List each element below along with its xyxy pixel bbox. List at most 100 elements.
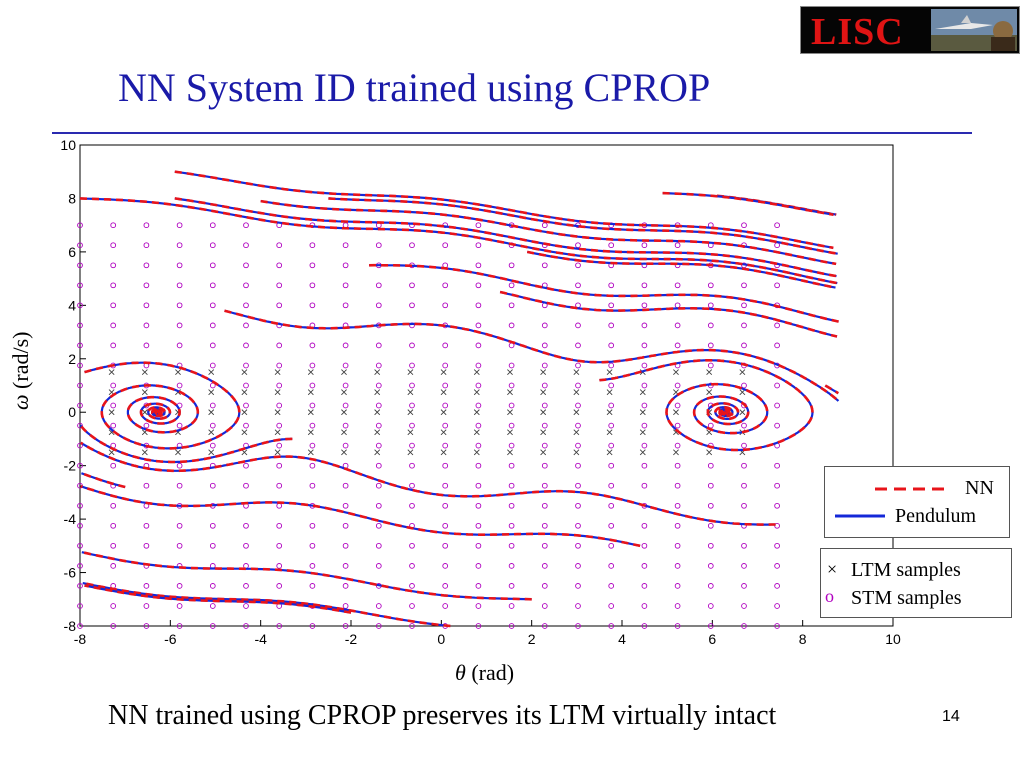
stm-sample xyxy=(641,402,648,409)
stm-sample xyxy=(375,563,382,569)
stm-sample xyxy=(442,402,449,409)
stm-sample xyxy=(375,522,382,529)
ltm-sample xyxy=(639,389,646,396)
stm-sample xyxy=(176,382,183,389)
stm-sample xyxy=(243,422,249,429)
y-tick-label: -4 xyxy=(64,511,77,527)
stm-sample xyxy=(741,623,747,629)
stm-sample xyxy=(143,603,150,609)
stm-sample xyxy=(375,603,382,609)
stm-sample xyxy=(774,502,780,509)
ltm-sample xyxy=(639,429,646,436)
x-axis-label: θ (rad) xyxy=(455,660,514,686)
ltm-sample xyxy=(141,449,148,456)
stm-sample xyxy=(209,262,216,269)
stm-sample xyxy=(475,583,482,589)
stm-sample xyxy=(508,583,515,589)
ltm-sample xyxy=(307,369,314,376)
stm-sample xyxy=(541,482,548,489)
ltm-sample xyxy=(341,389,347,396)
stm-sample xyxy=(575,482,581,489)
stm-sample xyxy=(276,522,283,529)
stm-sample xyxy=(475,603,482,609)
stm-sample xyxy=(110,382,117,389)
stm-sample xyxy=(541,563,548,569)
ltm-sample xyxy=(673,449,679,456)
stm-sample xyxy=(375,542,382,549)
stm-sample xyxy=(641,583,648,589)
chart-axes xyxy=(79,144,894,627)
stm-sample xyxy=(508,302,515,309)
stm-sample xyxy=(276,583,283,589)
ltm-sample xyxy=(507,409,513,416)
nn-trajectory xyxy=(81,550,532,601)
ltm-sample xyxy=(540,449,547,456)
stm-sample xyxy=(209,482,216,489)
stm-sample xyxy=(575,583,581,589)
stm-sample xyxy=(243,542,249,549)
stm-sample xyxy=(375,502,382,509)
ltm-sample xyxy=(307,409,314,416)
ltm-sample xyxy=(141,409,148,416)
ltm-sample xyxy=(374,389,381,396)
ltm-sample xyxy=(208,429,215,436)
stm-sample xyxy=(674,563,681,569)
nn-trajectory xyxy=(79,424,293,464)
stm-sample xyxy=(707,563,714,569)
stm-sample xyxy=(110,322,117,329)
stm-sample xyxy=(707,603,714,609)
stm-sample xyxy=(575,603,581,609)
stm-sample xyxy=(276,402,283,409)
stm-sample xyxy=(243,462,249,469)
stm-sample xyxy=(209,522,216,529)
stm-sample xyxy=(110,422,117,429)
ltm-sample xyxy=(307,429,314,436)
stm-sample xyxy=(276,542,283,549)
lisc-logo: LISC xyxy=(800,6,1020,54)
pendulum-trajectory xyxy=(526,250,836,289)
ltm-sample xyxy=(407,389,414,396)
stm-sample xyxy=(409,422,415,429)
stm-sample xyxy=(309,623,316,629)
stm-sample xyxy=(475,362,482,369)
stm-sample xyxy=(475,563,482,569)
stm-sample xyxy=(342,402,349,409)
stm-sample xyxy=(741,322,747,329)
y-axis-unit: (rad/s) xyxy=(8,331,33,389)
stm-sample xyxy=(209,342,216,349)
stm-sample xyxy=(209,583,216,589)
page-number: 14 xyxy=(942,708,960,725)
ltm-sample xyxy=(208,389,215,396)
stm-sample xyxy=(309,282,316,289)
stm-sample xyxy=(375,442,382,449)
ltm-sample xyxy=(573,389,580,396)
ltm-sample xyxy=(208,449,215,456)
stm-sample xyxy=(110,402,117,409)
stm-sample xyxy=(143,342,150,349)
stm-sample xyxy=(475,402,482,409)
stm-sample xyxy=(741,563,747,569)
stm-sample xyxy=(409,603,415,609)
stm-sample xyxy=(77,583,83,589)
stm-sample xyxy=(143,262,150,269)
stm-sample xyxy=(541,362,548,369)
stm-sample xyxy=(575,342,581,349)
stm-sample xyxy=(176,583,183,589)
ltm-sample xyxy=(274,389,281,396)
stm-sample xyxy=(176,282,183,289)
stm-sample xyxy=(209,442,216,449)
stm-sample xyxy=(641,623,648,629)
stm-sample xyxy=(641,282,648,289)
stm-sample xyxy=(541,462,548,469)
stm-sample xyxy=(608,583,615,589)
ltm-sample xyxy=(606,449,613,456)
stm-sample xyxy=(508,563,515,569)
stm-sample xyxy=(110,603,117,609)
stm-sample xyxy=(276,422,283,429)
stm-sample xyxy=(774,542,780,549)
legend-stm-marker: o xyxy=(825,586,834,606)
stm-sample xyxy=(77,422,83,429)
stm-sample xyxy=(774,583,780,589)
x-tick-label: 2 xyxy=(528,631,536,647)
